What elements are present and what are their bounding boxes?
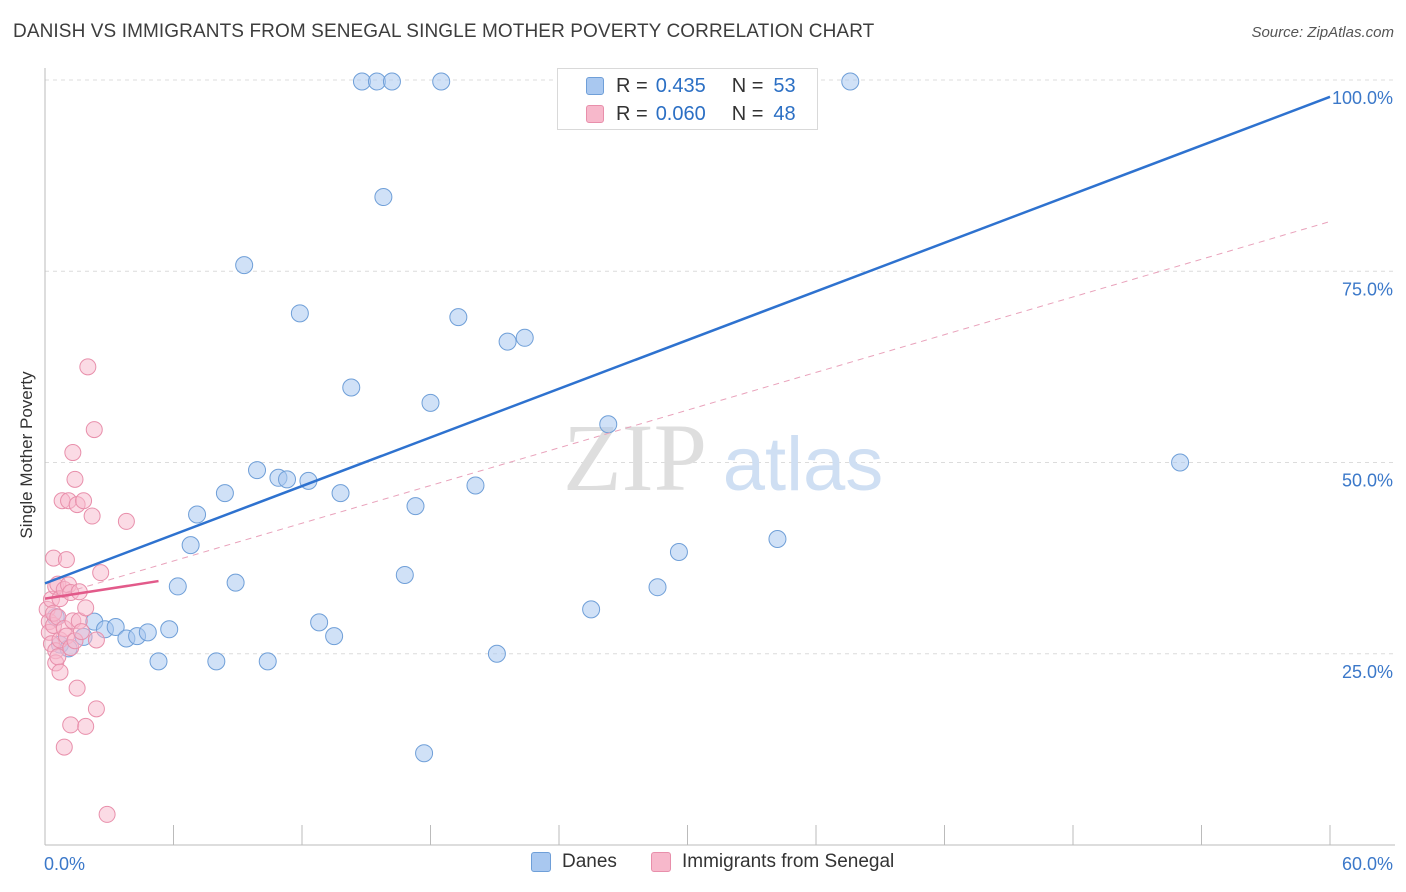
- legend-row-senegal: R = 0.060 N = 48: [616, 101, 796, 127]
- data-point-senegal: [87, 700, 105, 718]
- legend-swatch-senegal: [586, 105, 604, 123]
- data-point-danes: [342, 378, 361, 397]
- data-point-senegal: [75, 492, 93, 510]
- data-point-danes: [106, 617, 125, 636]
- data-point-senegal: [64, 444, 82, 462]
- y-axis-label: Single Mother Poverty: [17, 371, 36, 539]
- data-point-danes: [168, 577, 187, 596]
- x-tick-label: 60.0%: [1342, 854, 1393, 874]
- grid-lines: [45, 79, 1395, 655]
- data-point-danes: [768, 530, 787, 548]
- watermark-atlas: atlas: [723, 422, 884, 507]
- legend-n-value: 53: [773, 74, 796, 97]
- bottom-legend-senegal: Immigrants from Senegal: [651, 851, 894, 873]
- data-point-danes: [188, 505, 207, 524]
- data-point-senegal: [55, 738, 73, 756]
- data-point-senegal: [66, 470, 84, 488]
- data-point-senegal: [51, 663, 69, 681]
- data-point-danes: [138, 623, 157, 642]
- data-point-danes: [466, 476, 485, 495]
- trend-line-danes: [44, 95, 1331, 585]
- source-label: Source: ZipAtlas.com: [1251, 24, 1394, 41]
- data-point-danes: [374, 188, 393, 207]
- data-point-senegal: [79, 358, 97, 376]
- series-senegal: [38, 358, 135, 823]
- data-point-danes: [367, 72, 386, 91]
- axes: [44, 68, 1395, 846]
- data-point-danes: [648, 578, 667, 597]
- legend-n-label: N =: [731, 102, 764, 125]
- data-point-senegal: [92, 564, 110, 582]
- y-tick-label: 100.0%: [1332, 88, 1393, 108]
- bottom-legend-danes: Danes: [531, 851, 617, 873]
- legend-r-label: R =: [616, 74, 648, 97]
- data-point-senegal: [68, 679, 86, 697]
- y-tick-label: 25.0%: [1342, 662, 1393, 682]
- data-point-danes: [331, 484, 350, 503]
- data-point-senegal: [77, 599, 95, 617]
- legend-n-label: N =: [731, 74, 764, 97]
- chart-title: DANISH VS IMMIGRANTS FROM SENEGAL SINGLE…: [13, 21, 875, 42]
- data-point-danes: [160, 620, 179, 639]
- data-point-danes: [669, 543, 688, 562]
- data-point-senegal: [98, 805, 116, 823]
- data-point-danes: [290, 304, 309, 323]
- data-point-danes: [248, 461, 267, 480]
- data-point-danes: [599, 415, 618, 434]
- bottom-legend-swatch-senegal: [651, 852, 671, 872]
- bottom-legend-swatch-danes: [531, 852, 551, 872]
- data-point-danes: [498, 332, 517, 351]
- data-point-danes: [382, 72, 401, 91]
- legend-r-value: 0.060: [655, 102, 706, 125]
- legend-r-value: 0.435: [655, 74, 706, 97]
- data-point-danes: [1171, 453, 1190, 472]
- data-point-danes: [352, 72, 371, 91]
- data-point-danes: [582, 600, 601, 619]
- x-tick-label: 0.0%: [44, 854, 85, 874]
- data-point-danes: [841, 72, 860, 91]
- data-point-danes: [226, 573, 245, 592]
- watermark-zip: ZIP: [563, 404, 707, 511]
- data-point-danes: [395, 565, 414, 584]
- data-point-danes: [258, 652, 277, 671]
- data-point-danes: [515, 328, 534, 347]
- data-point-senegal: [83, 507, 101, 525]
- data-point-danes: [432, 72, 451, 91]
- legend-swatch-danes: [586, 77, 604, 95]
- data-point-senegal: [85, 421, 103, 439]
- trend-line-senegal: [44, 579, 159, 600]
- y-tick-label: 75.0%: [1342, 279, 1393, 299]
- trend-lines: [44, 95, 1331, 600]
- data-point-danes: [149, 652, 168, 671]
- data-point-senegal: [62, 716, 80, 734]
- tick-labels: 25.0% 50.0% 75.0% 100.0% 0.0% 60.0%: [44, 88, 1393, 874]
- data-point-danes: [406, 497, 425, 516]
- stats-legend: R = 0.435 N = 53 R = 0.060 N = 48: [557, 68, 818, 130]
- data-point-senegal: [72, 623, 90, 641]
- trend-line-senegal-dashed: [44, 221, 1331, 600]
- legend-n-value: 48: [773, 102, 796, 125]
- y-tick-label: 50.0%: [1342, 471, 1393, 491]
- data-point-danes: [278, 470, 297, 489]
- data-point-danes: [215, 484, 234, 503]
- data-point-senegal: [87, 631, 105, 649]
- data-point-danes: [207, 652, 226, 671]
- data-point-danes: [310, 613, 329, 632]
- legend-row-danes: R = 0.435 N = 53: [616, 73, 796, 99]
- legend-r-label: R =: [616, 102, 648, 125]
- bottom-legend-label-senegal: Immigrants from Senegal: [682, 851, 895, 872]
- data-point-danes: [487, 644, 506, 663]
- bottom-legend-label-danes: Danes: [562, 851, 617, 872]
- data-point-danes: [181, 536, 200, 555]
- data-point-danes: [449, 308, 468, 327]
- data-point-danes: [235, 256, 254, 275]
- data-point-danes: [421, 393, 440, 412]
- data-point-danes: [325, 627, 344, 646]
- data-point-danes: [415, 744, 434, 763]
- data-point-senegal: [117, 512, 135, 530]
- data-point-senegal: [57, 551, 75, 569]
- data-point-senegal: [77, 717, 95, 735]
